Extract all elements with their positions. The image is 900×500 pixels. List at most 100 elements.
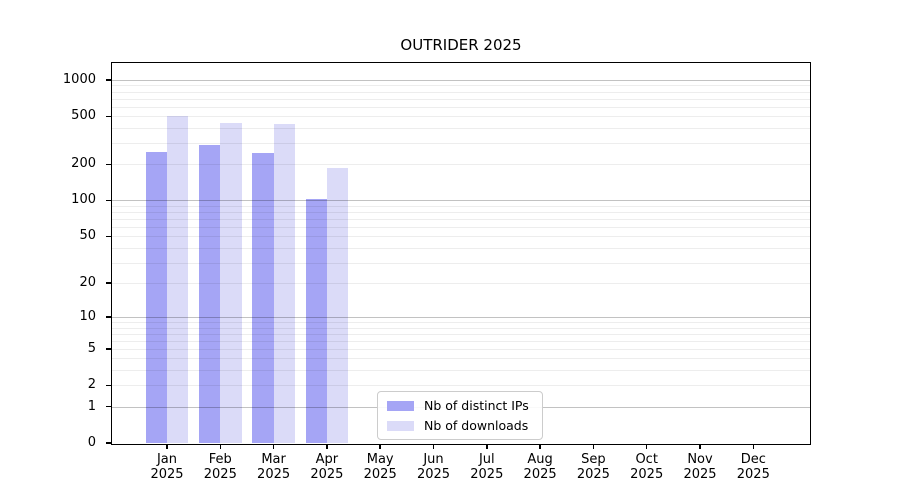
year-label: 2025 bbox=[203, 467, 237, 482]
y-tick-label: 50 bbox=[79, 228, 96, 244]
month-label: Dec bbox=[740, 452, 766, 467]
x-tick-label-oct: Oct 2025 bbox=[619, 452, 675, 482]
minor-gridline bbox=[112, 106, 810, 108]
chart-title: OUTRIDER 2025 bbox=[400, 36, 522, 54]
x-tick bbox=[219, 444, 222, 449]
month-label: May bbox=[366, 452, 394, 467]
year-label: 2025 bbox=[470, 467, 504, 482]
minor-gridline bbox=[112, 358, 810, 360]
x-tick bbox=[699, 444, 701, 449]
y-tick-label: 100 bbox=[71, 192, 96, 208]
x-tick-label-dec: Dec 2025 bbox=[725, 452, 781, 482]
y-tick-label: 2 bbox=[87, 377, 96, 393]
plot-inner: 0 1 2 5 10 20 50 100 200 500 1000 Jan 2025 Feb 2025 Mar… bbox=[63, 63, 810, 482]
month-label: Oct bbox=[635, 452, 658, 467]
legend-label: Nb of distinct IPs bbox=[424, 398, 529, 413]
bar-distinct-ips-apr bbox=[305, 198, 327, 443]
y-tick bbox=[105, 442, 111, 444]
year-label: 2025 bbox=[576, 467, 610, 482]
year-label: 2025 bbox=[363, 467, 397, 482]
x-tick-label-may: May 2025 bbox=[352, 452, 408, 482]
month-label: Mar bbox=[261, 452, 286, 467]
bar-distinct-ips-feb bbox=[199, 144, 221, 443]
minor-gridline bbox=[112, 282, 810, 284]
x-tick-label-sep: Sep 2025 bbox=[565, 452, 621, 482]
y-tick bbox=[105, 163, 111, 166]
minor-gridline bbox=[112, 333, 810, 335]
legend-swatch-icon bbox=[387, 420, 414, 431]
minor-gridline bbox=[112, 85, 810, 87]
x-tick-label-jul: Jul 2025 bbox=[459, 452, 515, 482]
y-tick bbox=[105, 235, 111, 238]
y-tick-label: 200 bbox=[71, 156, 96, 172]
major-gridline bbox=[112, 79, 810, 81]
minor-gridline bbox=[112, 385, 810, 387]
minor-gridline bbox=[112, 262, 810, 264]
y-tick bbox=[105, 115, 111, 118]
x-tick bbox=[539, 444, 541, 449]
plot-area: 0 1 2 5 10 20 50 100 200 500 1000 Jan 2025 Feb 2025 Mar… bbox=[63, 62, 811, 482]
month-label: Nov bbox=[687, 452, 713, 467]
x-tick-label-nov: Nov 2025 bbox=[672, 452, 728, 482]
minor-gridline bbox=[112, 321, 810, 323]
year-label: 2025 bbox=[630, 467, 664, 482]
x-tick bbox=[645, 444, 648, 449]
year-label: 2025 bbox=[416, 467, 451, 482]
month-label: Jun bbox=[423, 452, 444, 467]
x-tick-label-feb: Feb 2025 bbox=[192, 452, 248, 482]
legend-label: Nb of downloads bbox=[424, 418, 529, 433]
bar-downloads-mar bbox=[273, 124, 295, 443]
major-gridline bbox=[112, 316, 810, 318]
month-label: Aug bbox=[527, 452, 553, 467]
minor-gridline bbox=[112, 164, 810, 166]
x-tick bbox=[272, 444, 275, 449]
minor-gridline bbox=[112, 236, 810, 238]
y-tick-label: 1000 bbox=[62, 71, 96, 87]
month-label: Jan bbox=[156, 452, 178, 467]
minor-gridline bbox=[112, 143, 810, 145]
minor-gridline bbox=[112, 348, 810, 350]
minor-gridline bbox=[112, 327, 810, 329]
minor-gridline bbox=[112, 370, 810, 372]
x-tick bbox=[166, 444, 168, 449]
year-label: 2025 bbox=[683, 467, 717, 482]
axis-layer: 0 1 2 5 10 20 50 100 200 500 1000 Jan 2025 Feb 2025 Mar… bbox=[63, 63, 810, 482]
y-tick bbox=[105, 199, 111, 202]
year-label: 2025 bbox=[523, 467, 557, 482]
y-tick bbox=[105, 384, 111, 386]
y-tick bbox=[105, 405, 111, 408]
minor-gridline bbox=[112, 247, 810, 249]
month-label: Apr bbox=[315, 452, 339, 467]
bar-downloads-feb bbox=[220, 123, 242, 443]
month-label: Sep bbox=[581, 452, 606, 467]
y-tick bbox=[105, 282, 111, 284]
x-tick-label-jan: Jan 2025 bbox=[139, 452, 195, 482]
legend-swatch-icon bbox=[387, 400, 414, 411]
y-tick-label: 10 bbox=[79, 308, 96, 324]
minor-gridline bbox=[112, 212, 810, 214]
x-tick-label-aug: Aug 2025 bbox=[512, 452, 568, 482]
minor-gridline bbox=[112, 98, 810, 100]
bars-layer bbox=[112, 63, 810, 444]
major-gridline bbox=[112, 200, 810, 202]
y-tick-label: 20 bbox=[79, 274, 96, 290]
month-label: Feb bbox=[208, 452, 232, 467]
minor-gridline bbox=[112, 218, 810, 220]
bar-downloads-jan bbox=[167, 116, 189, 443]
x-tick bbox=[379, 444, 381, 449]
y-tick bbox=[105, 316, 111, 318]
y-tick-label: 5 bbox=[87, 340, 96, 356]
y-tick-label: 0 bbox=[87, 435, 96, 450]
legend-row: Nb of downloads bbox=[387, 418, 533, 433]
minor-gridline bbox=[112, 340, 810, 342]
x-tick bbox=[752, 444, 755, 449]
year-label: 2025 bbox=[257, 467, 291, 482]
year-label: 2025 bbox=[736, 467, 770, 482]
minor-gridline bbox=[112, 127, 810, 129]
month-label: Jul bbox=[478, 452, 495, 467]
x-tick-label-jun: Jun 2025 bbox=[406, 452, 462, 482]
y-tick-label: 1 bbox=[87, 398, 96, 414]
y-tick bbox=[105, 79, 111, 81]
legend: Nb of distinct IPs Nb of downloads bbox=[377, 391, 543, 440]
